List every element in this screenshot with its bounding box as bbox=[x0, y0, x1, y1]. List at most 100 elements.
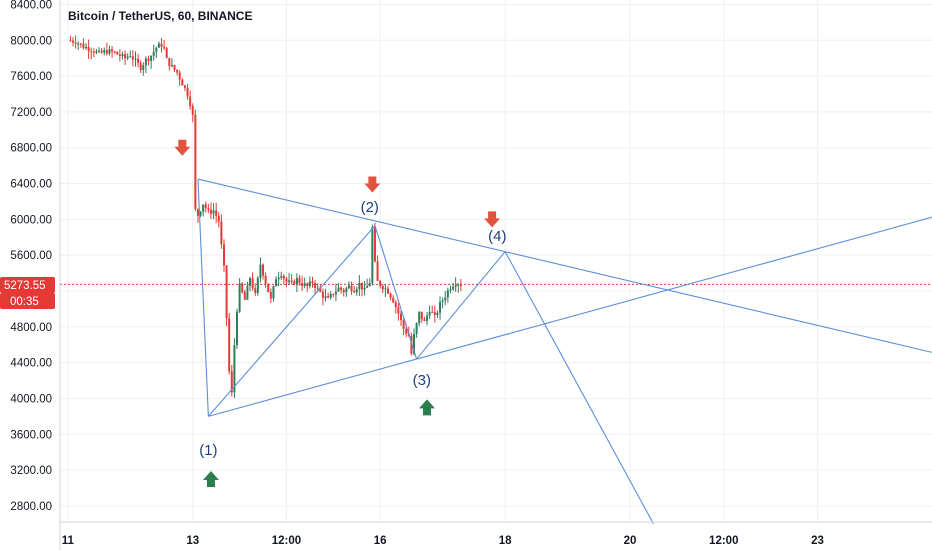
candle-body bbox=[150, 55, 153, 61]
candle-body bbox=[155, 47, 158, 52]
wave-label: (2) bbox=[361, 199, 379, 216]
candle-body bbox=[431, 311, 434, 313]
candle-body bbox=[298, 277, 301, 283]
candle-body bbox=[371, 227, 374, 284]
candle-body bbox=[160, 43, 163, 47]
x-tick-label: 20 bbox=[624, 535, 637, 547]
candle-body bbox=[355, 289, 358, 293]
y-tick-label: 7600.00 bbox=[10, 71, 52, 83]
candle-body bbox=[108, 49, 111, 54]
candle-body bbox=[397, 307, 400, 314]
candle-body bbox=[293, 281, 296, 285]
candle-body bbox=[399, 313, 402, 320]
candle-body bbox=[85, 47, 88, 49]
candle-body bbox=[228, 318, 231, 372]
candle-body bbox=[220, 221, 223, 245]
candle-body bbox=[441, 300, 444, 302]
candle-body bbox=[288, 280, 291, 283]
trendlines bbox=[197, 178, 932, 525]
candle-body bbox=[111, 49, 114, 52]
trendline-wave-4-5 bbox=[504, 251, 654, 525]
candle-body bbox=[363, 287, 366, 290]
candle-body bbox=[405, 328, 408, 334]
candle-body bbox=[415, 323, 418, 335]
candle-body bbox=[329, 293, 332, 298]
candle-body bbox=[236, 311, 239, 346]
arrow-up-icon bbox=[202, 471, 219, 488]
trendline-lower bbox=[208, 216, 932, 417]
bar-countdown: 00:35 bbox=[10, 296, 39, 308]
candle-body bbox=[262, 264, 265, 276]
candle-body bbox=[340, 287, 343, 290]
candles bbox=[69, 35, 462, 399]
y-tick-label: 6800.00 bbox=[10, 143, 52, 155]
candle-body bbox=[69, 40, 72, 42]
candle-body bbox=[426, 315, 429, 321]
candle-body bbox=[79, 43, 82, 45]
candle-body bbox=[137, 58, 140, 63]
candle-body bbox=[186, 87, 189, 97]
candle-body bbox=[368, 283, 371, 287]
candle-body bbox=[350, 285, 353, 291]
wave-labels: (1) (2) (3) (4) bbox=[199, 199, 506, 459]
candle-body bbox=[157, 43, 160, 48]
candle-body bbox=[410, 336, 413, 354]
candle-body bbox=[389, 293, 392, 298]
candle-body bbox=[222, 244, 225, 266]
candle-body bbox=[345, 288, 348, 293]
candle-body bbox=[376, 261, 379, 281]
candle-body bbox=[285, 278, 288, 283]
price-axis: 2800.00 3200.00 3600.00 4000.00 4400.00 4800.… bbox=[10, 0, 61, 550]
candle-body bbox=[249, 278, 252, 286]
x-tick-label: 11 bbox=[62, 535, 75, 547]
candle-body bbox=[316, 287, 319, 289]
candle-body bbox=[379, 280, 382, 286]
candle-body bbox=[124, 54, 127, 59]
candle-body bbox=[121, 54, 124, 57]
wave-label: (3) bbox=[413, 372, 431, 389]
y-tick-label: 3600.00 bbox=[10, 429, 52, 441]
candle-body bbox=[181, 79, 184, 86]
y-tick-label: 3200.00 bbox=[10, 465, 52, 477]
arrow-down-icon bbox=[364, 176, 381, 193]
candle-body bbox=[238, 283, 241, 312]
trendline-wave-3-4 bbox=[416, 251, 506, 360]
candle-body bbox=[142, 65, 145, 71]
current-price-value: 5273.55 bbox=[4, 280, 46, 292]
current-price-label: 5273.55 00:35 bbox=[0, 277, 55, 309]
candle-body bbox=[74, 42, 77, 44]
y-tick-label: 6000.00 bbox=[10, 214, 52, 226]
candle-body bbox=[246, 285, 249, 300]
y-tick-label: 8400.00 bbox=[10, 0, 52, 11]
candle-body bbox=[272, 286, 275, 299]
candle-body bbox=[301, 282, 304, 286]
candle-body bbox=[204, 204, 207, 209]
candle-body bbox=[199, 211, 202, 216]
candle-body bbox=[230, 371, 233, 393]
y-tick-label: 7200.00 bbox=[10, 107, 52, 119]
candle-body bbox=[100, 50, 103, 53]
candle-body bbox=[423, 319, 426, 321]
candle-body bbox=[217, 216, 220, 222]
candle-body bbox=[420, 311, 423, 320]
candle-body bbox=[386, 288, 389, 294]
candle-body bbox=[95, 51, 98, 53]
candle-body bbox=[342, 289, 345, 293]
candle-body bbox=[394, 302, 397, 308]
candle-body bbox=[295, 277, 298, 285]
candle-body bbox=[306, 283, 309, 286]
candle-body bbox=[225, 265, 228, 319]
candle-body bbox=[98, 50, 101, 52]
trendline-upper bbox=[197, 178, 932, 353]
trendline-wave-1-2 bbox=[207, 225, 376, 417]
candle-body bbox=[126, 56, 129, 59]
candle-body bbox=[402, 319, 405, 329]
candle-body bbox=[134, 58, 137, 60]
candle-body bbox=[319, 287, 322, 292]
candle-body bbox=[311, 281, 314, 284]
candle-body bbox=[90, 51, 93, 53]
candle-body bbox=[173, 65, 176, 70]
candle-body bbox=[418, 311, 421, 324]
candle-body bbox=[277, 277, 280, 280]
